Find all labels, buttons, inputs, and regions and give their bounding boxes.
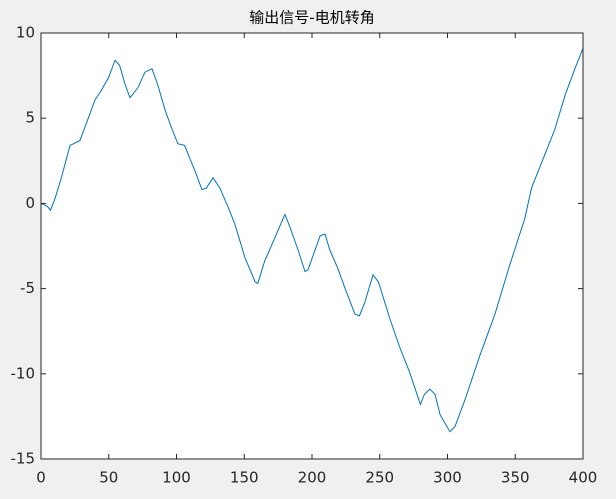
y-tick-label: 0 bbox=[25, 194, 35, 212]
x-tick-label: 150 bbox=[230, 469, 259, 487]
x-tick-label: 50 bbox=[99, 469, 118, 487]
x-tick-label: 300 bbox=[433, 469, 462, 487]
x-tick-label: 200 bbox=[298, 469, 327, 487]
chart-title: 输出信号-电机转角 bbox=[249, 9, 374, 27]
x-tick-label: 400 bbox=[569, 469, 598, 487]
x-tick-label: 100 bbox=[162, 469, 191, 487]
y-tick-label: 10 bbox=[16, 24, 35, 42]
plot-area bbox=[41, 33, 583, 459]
x-tick-label: 0 bbox=[36, 469, 46, 487]
x-tick-label: 350 bbox=[501, 469, 530, 487]
y-tick-label: -15 bbox=[11, 450, 36, 468]
y-tick-label: 5 bbox=[25, 109, 35, 127]
data-line bbox=[40, 48, 584, 433]
y-tick-label: -10 bbox=[11, 364, 36, 382]
x-tick-label: 250 bbox=[365, 469, 394, 487]
y-tick-label: -5 bbox=[20, 279, 35, 297]
